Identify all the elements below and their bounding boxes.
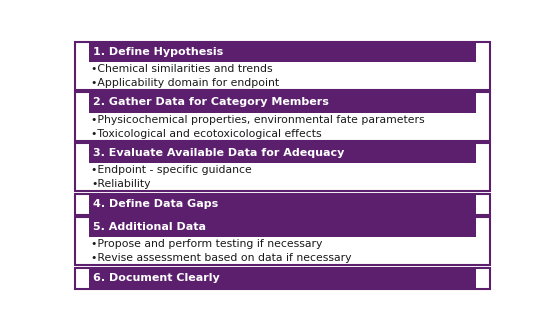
Text: •Revise assessment based on data if necessary: •Revise assessment based on data if nece… [91,253,352,263]
Bar [89,217,476,237]
Text: 4. Define Data Gaps: 4. Define Data Gaps [93,199,218,209]
Text: 5. Additional Data: 5. Additional Data [93,222,206,232]
Text: •Endpoint - specific guidance: •Endpoint - specific guidance [91,165,252,175]
Text: •Applicability domain for endpoint: •Applicability domain for endpoint [91,78,279,88]
Text: 3. Evaluate Available Data for Adequacy: 3. Evaluate Available Data for Adequacy [93,148,344,158]
Bar [89,143,476,163]
Text: •Toxicological and ecotoxicological effects: •Toxicological and ecotoxicological effe… [91,129,322,139]
Bar [75,143,490,191]
Text: •Physicochemical properties, environmental fate parameters: •Physicochemical properties, environment… [91,114,425,125]
Bar [89,268,476,289]
Bar [89,194,476,215]
Bar [89,42,476,62]
Text: •Propose and perform testing if necessary: •Propose and perform testing if necessar… [91,239,323,249]
Text: 2. Gather Data for Category Members: 2. Gather Data for Category Members [93,97,329,107]
Bar [75,217,490,266]
Bar [75,194,490,215]
Text: 1. Define Hypothesis: 1. Define Hypothesis [93,47,223,57]
Text: •Reliability: •Reliability [91,179,151,189]
Bar [75,268,490,289]
Bar [75,92,490,141]
Text: 6. Document Clearly: 6. Document Clearly [93,273,220,283]
Bar [75,42,490,90]
Text: •Chemical similarities and trends: •Chemical similarities and trends [91,64,273,74]
Bar [89,92,476,112]
